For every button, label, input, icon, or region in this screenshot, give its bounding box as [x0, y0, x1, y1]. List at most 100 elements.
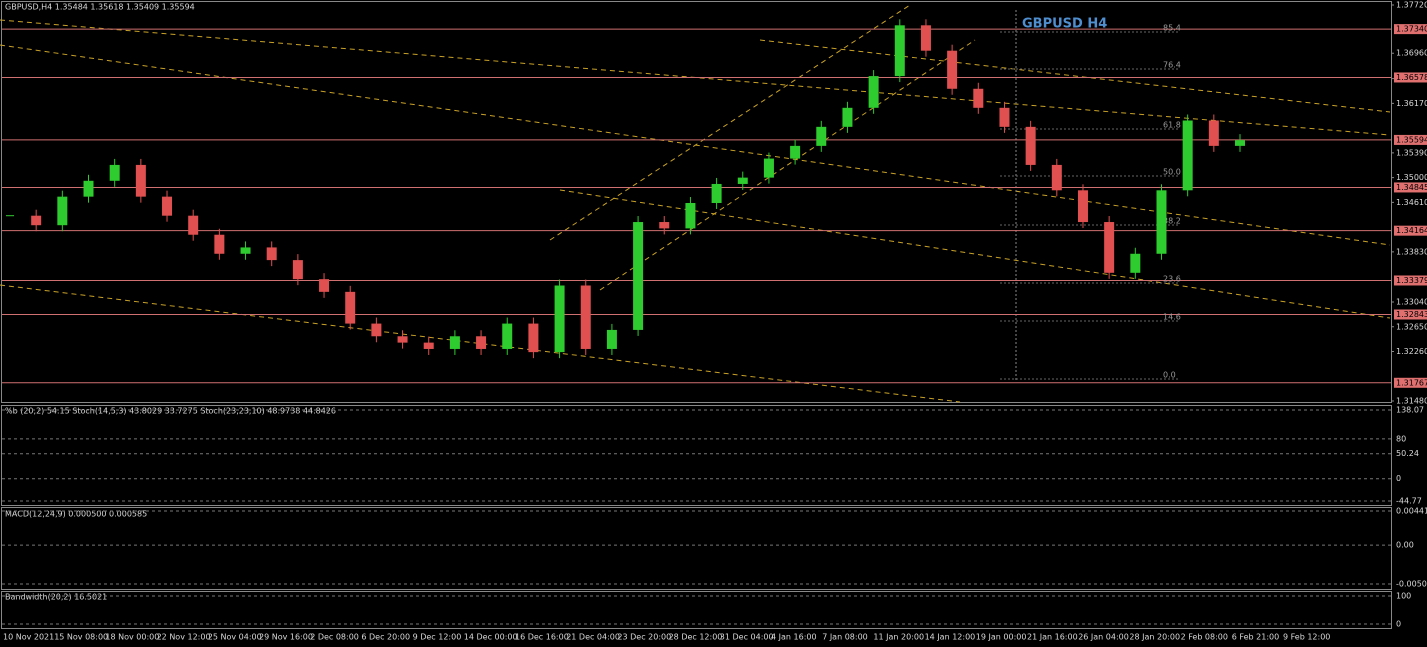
candle [240, 247, 251, 254]
candle [685, 203, 696, 229]
candle [449, 336, 460, 349]
candle [633, 222, 644, 330]
panel-tick-label: 0 [1396, 620, 1401, 629]
date-label: 6 Feb 21:00 [1232, 633, 1279, 642]
candle [109, 164, 120, 181]
date-label: 26 Jan 04:00 [1078, 633, 1129, 642]
macd-header: MACD(12,24,9) 0.000500 0.000585 [5, 510, 147, 519]
y-tick-label: 1.34610 [1396, 198, 1427, 207]
main-frame [1, 1, 1392, 403]
fib-label: 38.2 [1163, 217, 1181, 226]
candle [1104, 222, 1115, 273]
date-label: 29 Nov 16:00 [259, 633, 313, 642]
date-label: 2 Feb 08:00 [1181, 633, 1228, 642]
y-tick-label: 1.37720 [1396, 1, 1427, 10]
panel-tick-label: 100 [1396, 592, 1411, 601]
channel-line [549, 4, 911, 241]
date-label: 6 Dec 20:00 [361, 633, 410, 642]
panel-tick-label: 0.004414 [1396, 507, 1427, 516]
y-tick-label: 1.32650 [1396, 322, 1427, 331]
chart-title: GBPUSD H4 [1022, 17, 1107, 32]
date-label: 31 Dec 04:00 [720, 633, 774, 642]
panel-tick-label: 50.24 [1396, 449, 1419, 458]
y-tick-label: 1.35390 [1396, 148, 1427, 157]
date-label: 14 Jan 12:00 [925, 633, 976, 642]
date-label: 25 Nov 04:00 [208, 633, 262, 642]
level-tag [1394, 72, 1427, 83]
channel-line [759, 39, 1391, 113]
candle [973, 88, 984, 108]
date-label: 21 Dec 04:00 [566, 633, 620, 642]
candle [31, 215, 42, 226]
fib-label: 50.0 [1163, 168, 1181, 177]
candle [842, 107, 853, 127]
candle [894, 25, 905, 77]
level-label: 1.31767 [1396, 378, 1427, 387]
candle [947, 50, 958, 89]
candle [711, 183, 722, 203]
candle [920, 25, 931, 51]
level-label: 1.34845 [1396, 183, 1427, 192]
bw-frame [1, 591, 1392, 629]
fib-label: 23.6 [1163, 275, 1181, 284]
candle [659, 222, 670, 229]
main-header: GBPUSD,H4 1.35484 1.35618 1.35409 1.3559… [5, 3, 195, 12]
date-label: 7 Jan 08:00 [822, 633, 868, 642]
candle [816, 126, 827, 146]
date-label: 9 Feb 12:00 [1283, 633, 1330, 642]
candle [502, 323, 513, 349]
candle [1130, 253, 1141, 273]
level-label: 1.37340 [1396, 25, 1427, 34]
date-label: 2 Dec 08:00 [310, 633, 359, 642]
candle [397, 336, 408, 343]
fib-label: 76.4 [1163, 61, 1181, 70]
stoch-frame [1, 405, 1392, 506]
fib-label: 0.0 [1163, 371, 1176, 380]
level-tag [1394, 182, 1427, 193]
channel-line [559, 189, 1391, 319]
fib-label: 14.6 [1163, 313, 1181, 322]
candle [790, 145, 801, 159]
candle [1208, 120, 1219, 146]
candle [188, 215, 199, 235]
date-label: 23 Dec 20:00 [617, 633, 671, 642]
fib-label: 85.4 [1163, 24, 1181, 33]
level-tag [1394, 225, 1427, 236]
candle [1156, 190, 1167, 254]
level-label: 1.36578 [1396, 73, 1427, 82]
y-tick-label: 1.36960 [1396, 49, 1427, 58]
candle [528, 323, 539, 353]
panel-tick-label: 138.07 [1396, 406, 1424, 415]
candle [1077, 190, 1088, 223]
y-tick-label: 1.33830 [1396, 247, 1427, 256]
candle [868, 76, 879, 108]
level-tag [1394, 377, 1427, 388]
panel-tick-label: 0 [1396, 474, 1401, 483]
date-label: 16 Dec 16:00 [515, 633, 569, 642]
level-label: 1.35594 [1396, 135, 1427, 144]
candle [57, 196, 68, 226]
date-label: 15 Nov 08:00 [54, 633, 108, 642]
candle [580, 285, 591, 349]
y-tick-label: 1.36170 [1396, 99, 1427, 108]
date-label: 9 Dec 12:00 [413, 633, 462, 642]
macd-frame [1, 507, 1392, 590]
candle [737, 177, 748, 184]
level-tag [1394, 134, 1427, 145]
channel-line [599, 39, 976, 291]
candle [1025, 126, 1036, 165]
y-tick-label: 1.35000 [1396, 173, 1427, 182]
stoch-header: %b (20,2) 54.15 Stoch(14,5,3) 43.8029 33… [5, 407, 336, 416]
candle [1051, 164, 1062, 191]
candle [135, 164, 146, 197]
date-label: 21 Jan 16:00 [1027, 633, 1078, 642]
candle [83, 180, 94, 197]
panel-tick-label: -0.005035 [1396, 580, 1427, 589]
y-tick-label: 1.33040 [1396, 298, 1427, 307]
candle [371, 323, 382, 337]
date-label: 14 Dec 00:00 [464, 633, 518, 642]
date-label: 19 Jan 00:00 [976, 633, 1027, 642]
candle [606, 329, 617, 349]
